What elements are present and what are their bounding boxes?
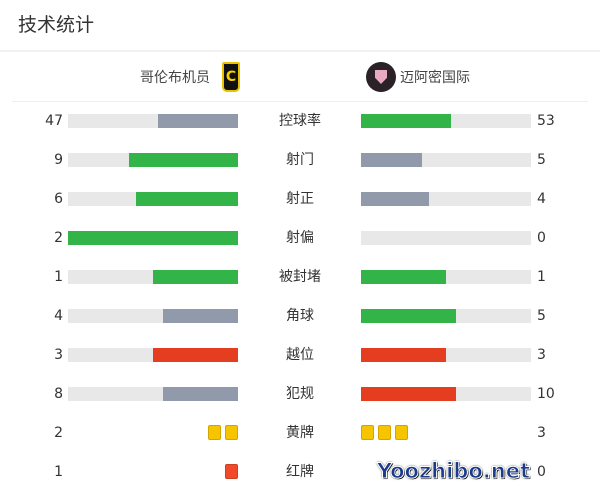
away-value: 3 [537, 425, 546, 441]
home-bar-fill [163, 309, 238, 323]
divider [0, 50, 600, 52]
home-value: 3 [54, 347, 63, 363]
away-logo-shield-icon [375, 70, 387, 84]
away-bar [361, 231, 531, 245]
home-bar-fill [163, 387, 238, 401]
home-bar [68, 153, 238, 167]
yellow-card-icon [208, 425, 221, 440]
home-bar [68, 270, 238, 284]
away-value: 3 [537, 347, 546, 363]
away-value: 53 [537, 113, 555, 129]
home-bar [68, 348, 238, 362]
away-bar-fill [361, 348, 446, 362]
stat-label: 犯规 [286, 386, 314, 402]
home-cards [225, 464, 238, 479]
home-value: 6 [54, 191, 63, 207]
away-bar [361, 387, 531, 401]
home-value: 1 [54, 269, 63, 285]
stat-label: 射门 [286, 152, 314, 168]
home-team-name: 哥伦布机员 [140, 70, 210, 86]
yellow-card-icon [378, 425, 391, 440]
stat-row: 3 越位 3 [0, 345, 600, 365]
away-value: 5 [537, 152, 546, 168]
home-bar [68, 192, 238, 206]
stat-label: 被封堵 [279, 269, 321, 285]
card-row: 1 红牌 0 [0, 462, 600, 482]
home-logo-letter: C [225, 69, 237, 85]
yellow-card-icon [395, 425, 408, 440]
stat-row: 2 射偏 0 [0, 228, 600, 248]
home-bar-fill [129, 153, 238, 167]
home-team[interactable]: 哥伦布机员 C [140, 62, 240, 92]
away-bar-fill [361, 387, 457, 401]
away-cards [361, 425, 408, 440]
home-bar-fill [68, 231, 238, 245]
home-value: 2 [54, 230, 63, 246]
stat-row: 6 射正 4 [0, 189, 600, 209]
away-bar [361, 114, 531, 128]
home-team-logo: C [222, 62, 240, 92]
away-value: 4 [537, 191, 546, 207]
divider [12, 101, 588, 102]
home-cards [208, 425, 238, 440]
stat-row: 4 角球 5 [0, 306, 600, 326]
yellow-card-icon [225, 425, 238, 440]
away-value: 0 [537, 464, 546, 480]
away-value: 1 [537, 269, 546, 285]
home-bar [68, 231, 238, 245]
away-bar [361, 309, 531, 323]
home-value: 9 [54, 152, 63, 168]
home-value: 47 [45, 113, 63, 129]
home-bar-fill [136, 192, 238, 206]
home-value: 4 [54, 308, 63, 324]
stat-label: 角球 [286, 308, 314, 324]
away-bar-fill [361, 153, 423, 167]
stat-label: 黄牌 [286, 425, 314, 441]
away-bar-fill [361, 114, 452, 128]
home-bar-fill [153, 270, 238, 284]
redcard-card-icon [225, 464, 238, 479]
away-bar-fill [361, 270, 446, 284]
away-bar [361, 348, 531, 362]
home-bar [68, 387, 238, 401]
away-value: 5 [537, 308, 546, 324]
card-row: 2 黄牌 3 [0, 423, 600, 443]
home-bar-fill [153, 348, 238, 362]
home-value: 1 [54, 464, 63, 480]
stat-row: 1 被封堵 1 [0, 267, 600, 287]
home-bar [68, 309, 238, 323]
stat-label: 红牌 [286, 464, 314, 480]
stat-label: 越位 [286, 347, 314, 363]
home-value: 8 [54, 386, 63, 402]
page-title: 技术统计 [18, 14, 95, 36]
away-value: 10 [537, 386, 555, 402]
away-bar-fill [361, 309, 457, 323]
away-bar [361, 270, 531, 284]
yellow-card-icon [361, 425, 374, 440]
away-team[interactable]: 迈阿密国际 [366, 62, 470, 92]
watermark: Yoozhibo.net [376, 459, 530, 484]
home-bar-fill [158, 114, 238, 128]
home-value: 2 [54, 425, 63, 441]
away-value: 0 [537, 230, 546, 246]
stat-label: 射正 [286, 191, 314, 207]
away-team-logo [366, 62, 396, 92]
home-bar [68, 114, 238, 128]
stat-label: 射偏 [286, 230, 314, 246]
stat-label: 控球率 [279, 113, 321, 129]
away-team-name: 迈阿密国际 [400, 70, 470, 86]
away-bar-fill [361, 192, 429, 206]
stat-row: 47 控球率 53 [0, 111, 600, 131]
away-bar [361, 192, 531, 206]
away-bar [361, 153, 531, 167]
stat-row: 9 射门 5 [0, 150, 600, 170]
stat-row: 8 犯规 10 [0, 384, 600, 404]
